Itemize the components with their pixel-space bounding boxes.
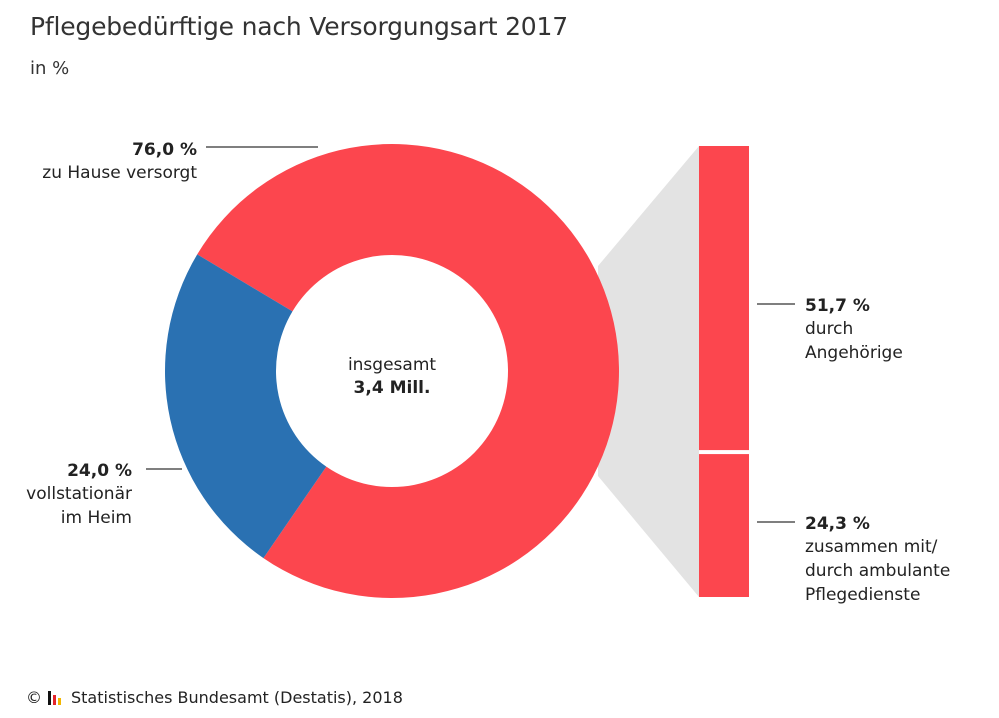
center-label-line2: 3,4 Mill.	[354, 378, 431, 398]
slice-stationary-value: 24,0 %	[67, 461, 132, 481]
bar-relatives-label-line2: Angehörige	[805, 343, 903, 363]
slice-stationary[interactable]	[165, 254, 327, 559]
source-text: Statistisches Bundesamt (Destatis), 2018	[71, 688, 403, 707]
copyright-symbol: ©	[26, 688, 42, 707]
bar-relatives-label-line1: durch	[805, 319, 853, 339]
slice-home[interactable]	[197, 143, 620, 599]
slice-stationary-label-line2: im Heim	[61, 508, 132, 528]
center-label-line1: insgesamt	[348, 355, 436, 375]
breakout-connector	[598, 146, 699, 597]
slice-home-value: 76,0 %	[132, 140, 197, 160]
bar-ambulant-label-line1: zusammen mit/	[805, 537, 938, 557]
slice-home-label: zu Hause versorgt	[42, 163, 197, 183]
source-footer: © Statistisches Bundesamt (Destatis), 20…	[26, 688, 403, 707]
bar-ambulant-value: 24,3 %	[805, 514, 870, 534]
bar-ambulant-label-line2: durch ambulante	[805, 561, 950, 581]
bar-ambulant-label-line3: Pflegedienste	[805, 585, 920, 605]
bar-relatives-value: 51,7 %	[805, 296, 870, 316]
bar-segment-ambulant[interactable]	[699, 454, 749, 597]
slice-stationary-label-line1: vollstationär	[26, 484, 132, 504]
bar-segment-relatives[interactable]	[699, 146, 749, 451]
destatis-logo-icon	[48, 690, 61, 705]
chart-title: Pflegebedürftige nach Versorgungsart 201…	[30, 12, 568, 41]
chart-subtitle: in %	[30, 58, 70, 79]
